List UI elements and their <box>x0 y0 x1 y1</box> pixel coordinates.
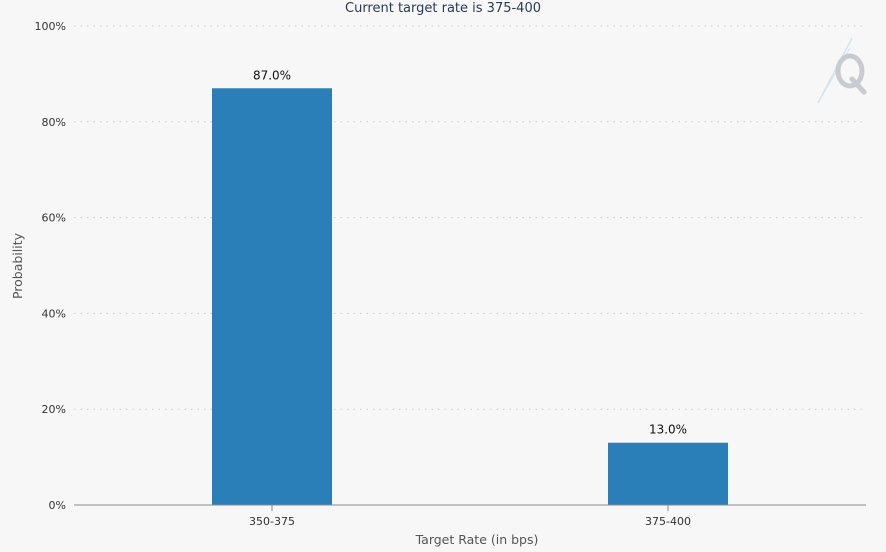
x-axis-title: Target Rate (in bps) <box>415 532 539 547</box>
chart-title: Current target rate is 375-400 <box>345 1 541 16</box>
x-tick-label: 375-400 <box>645 515 691 528</box>
y-tick-label: 20% <box>42 403 66 416</box>
q-logo-icon <box>817 37 867 104</box>
bar <box>608 442 728 505</box>
y-axis-title: Probability <box>10 232 25 299</box>
bar-data-label: 13.0% <box>649 423 687 437</box>
gridlines <box>74 25 866 410</box>
y-axis-ticks: 0% 20% 40% 60% 80% 100% <box>35 20 66 512</box>
bars: 87.0% 13.0% <box>212 68 728 506</box>
bar-data-label: 87.0% <box>253 68 291 82</box>
y-tick-label: 0% <box>49 499 66 512</box>
y-tick-label: 60% <box>42 212 66 225</box>
y-tick-label: 80% <box>42 116 66 129</box>
bar <box>212 88 332 506</box>
x-tick-label: 350-375 <box>249 515 295 528</box>
y-tick-label: 100% <box>35 20 66 33</box>
x-axis-ticks: 350-375 375-400 <box>249 505 691 528</box>
y-tick-label: 40% <box>42 307 66 320</box>
